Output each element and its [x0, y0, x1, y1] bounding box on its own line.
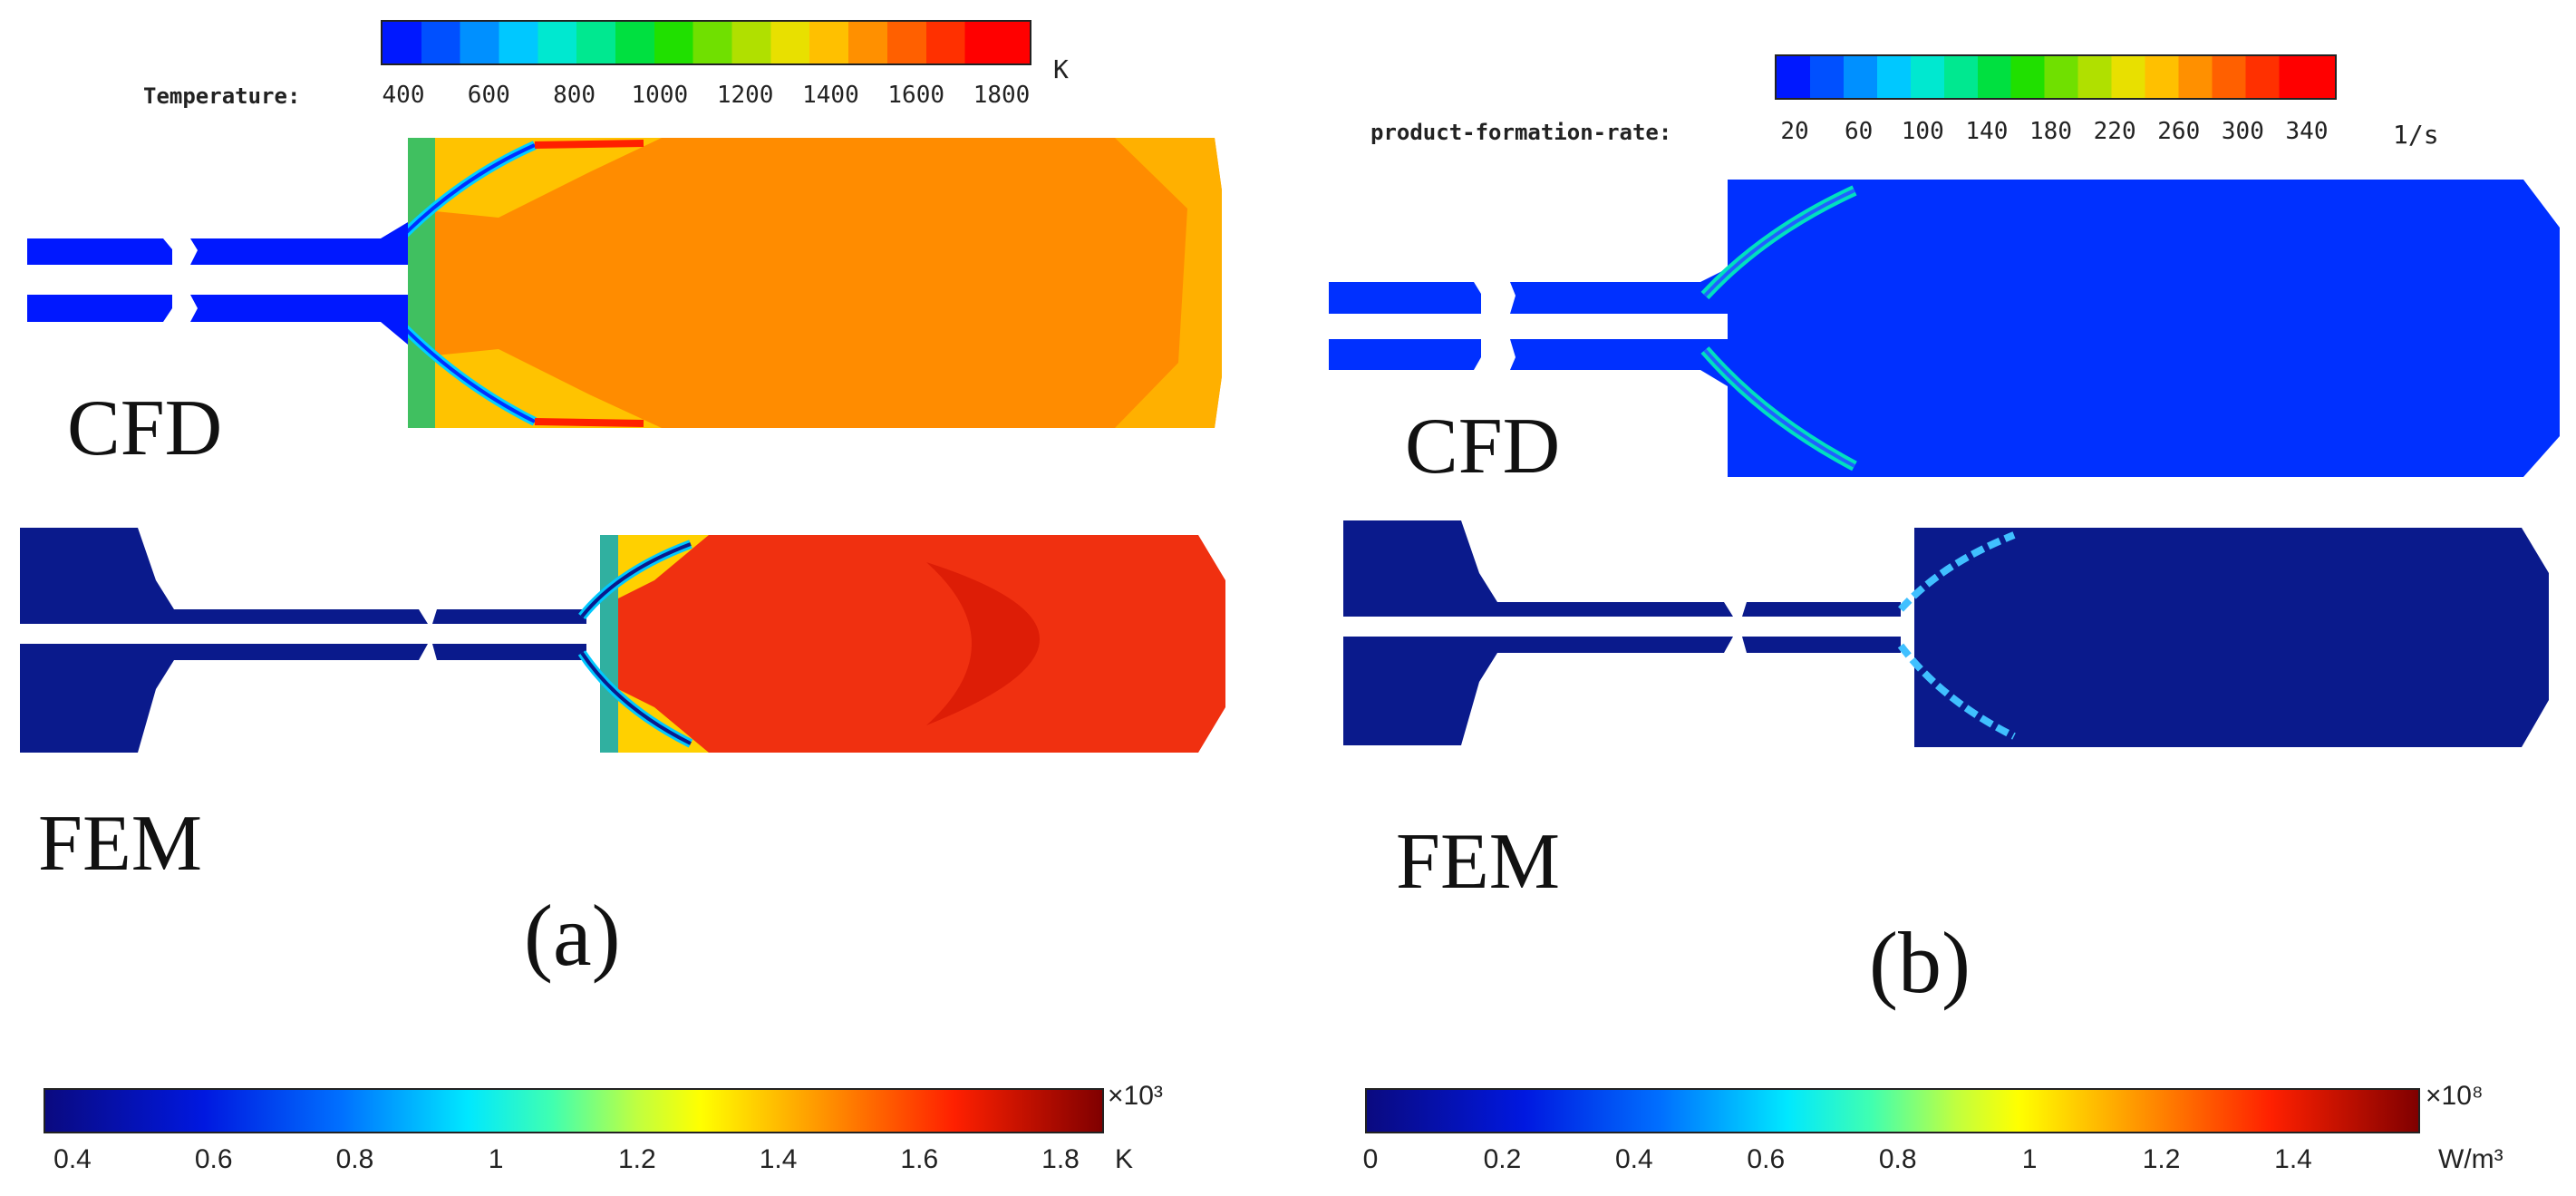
temperature-unit-fem: K	[1115, 1144, 1134, 1174]
formation-rate-fem-tick-label: 0.6	[1747, 1144, 1786, 1174]
fem-temperature-contour	[20, 528, 1225, 753]
temperature-tick-label: 800	[553, 82, 596, 109]
fem-label-a: FEM	[38, 800, 202, 888]
fem-formation-rate-contour	[1343, 520, 2549, 747]
temperature-tick-label: 1600	[887, 82, 945, 109]
formation-rate-tick-label: 300	[2221, 118, 2264, 145]
formation-rate-colorbar-title: product-formation-rate:	[1370, 120, 1672, 145]
fem-label-b: FEM	[1396, 818, 1560, 906]
temperature-fem-tick-label: 0.6	[194, 1144, 233, 1174]
formation-rate-fem-tick-label: 0	[1362, 1144, 1379, 1174]
formation-rate-unit-fem: W/m³	[2438, 1144, 2503, 1174]
formation-rate-tick-label: 180	[2029, 118, 2072, 145]
formation-rate-tick-label: 340	[2285, 118, 2329, 145]
formation-rate-tick-label: 140	[1965, 118, 2009, 145]
formation-rate-tick-label: 220	[2093, 118, 2136, 145]
temperature-fem-tick-label: 0.4	[53, 1144, 92, 1174]
formation-rate-fem-tick-label: 0.2	[1483, 1144, 1522, 1174]
cfd-label-a: CFD	[67, 384, 223, 472]
temperature-fem-tick-label: 1	[488, 1144, 504, 1174]
temperature-tick-label: 1800	[973, 82, 1031, 109]
cfd-temperature-contour	[27, 138, 1222, 428]
formation-rate-tick-label: 60	[1844, 118, 1874, 145]
temperature-fem-tick-label: 0.8	[335, 1144, 374, 1174]
formation-rate-fem-tick-label: 0.4	[1614, 1144, 1653, 1174]
temperature-tick-label: 1000	[631, 82, 689, 109]
temperature-exponent: ×10³	[1108, 1081, 1163, 1111]
formation-rate-colorbar-fem	[1365, 1088, 2420, 1133]
cfd-label-b: CFD	[1405, 403, 1561, 491]
formation-rate-exponent: ×10⁸	[2426, 1081, 2484, 1111]
formation-rate-fem-tick-label: 1.4	[2274, 1144, 2312, 1174]
cfd-formation-rate-contour	[1329, 180, 2560, 477]
temperature-colorbar-fem	[44, 1088, 1104, 1133]
panel-label-a: (a)	[524, 887, 621, 984]
formation-rate-fem-tick-label: 1.2	[2142, 1144, 2181, 1174]
temperature-tick-label: 1400	[802, 82, 859, 109]
formation-rate-unit: 1/s	[2393, 120, 2439, 150]
formation-rate-fem-tick-label: 1	[2021, 1144, 2038, 1174]
temperature-tick-label: 1200	[716, 82, 774, 109]
temperature-colorbar-cfd	[381, 20, 1031, 65]
temperature-unit: K	[1053, 54, 1069, 84]
formation-rate-tick-label: 100	[1901, 118, 1944, 145]
formation-rate-colorbar-cfd	[1775, 54, 2337, 100]
formation-rate-tick-label: 260	[2157, 118, 2201, 145]
formation-rate-fem-tick-label: 0.8	[1878, 1144, 1917, 1174]
temperature-tick-label: 600	[467, 82, 510, 109]
temperature-fem-tick-label: 1.8	[1041, 1144, 1080, 1174]
temperature-fem-tick-label: 1.6	[900, 1144, 939, 1174]
temperature-colorbar-title: Temperature:	[143, 83, 301, 109]
temperature-tick-label: 400	[382, 82, 425, 109]
temperature-fem-tick-label: 1.4	[759, 1144, 798, 1174]
temperature-fem-tick-label: 1.2	[617, 1144, 656, 1174]
panel-label-b: (b)	[1869, 914, 1971, 1011]
formation-rate-tick-label: 20	[1780, 118, 1809, 145]
